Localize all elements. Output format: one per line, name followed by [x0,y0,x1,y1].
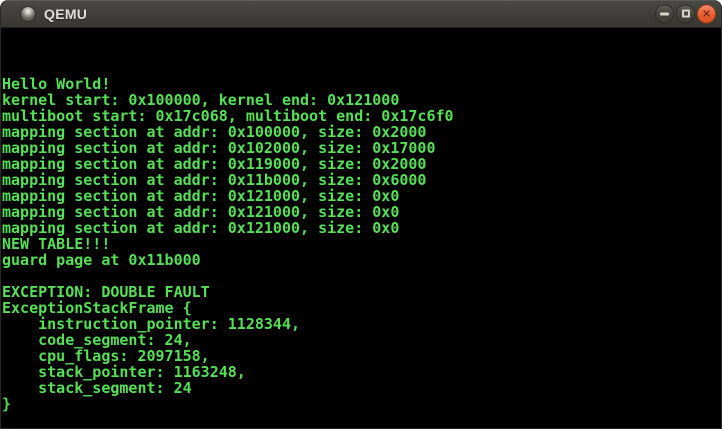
maximize-button[interactable] [676,4,695,23]
titlebar[interactable]: QEMU ✕ [1,0,721,28]
minimize-button[interactable] [655,4,674,23]
close-button[interactable]: ✕ [697,4,716,23]
window-controls: ✕ [655,4,716,23]
vga-display[interactable]: Hello World! kernel start: 0x100000, ker… [1,28,721,428]
console-output: Hello World! kernel start: 0x100000, ker… [2,75,454,413]
close-icon: ✕ [701,7,712,20]
minimize-icon [660,12,669,15]
qemu-disc-icon [21,6,35,21]
window-title: QEMU [44,5,88,22]
maximize-icon [681,9,690,18]
